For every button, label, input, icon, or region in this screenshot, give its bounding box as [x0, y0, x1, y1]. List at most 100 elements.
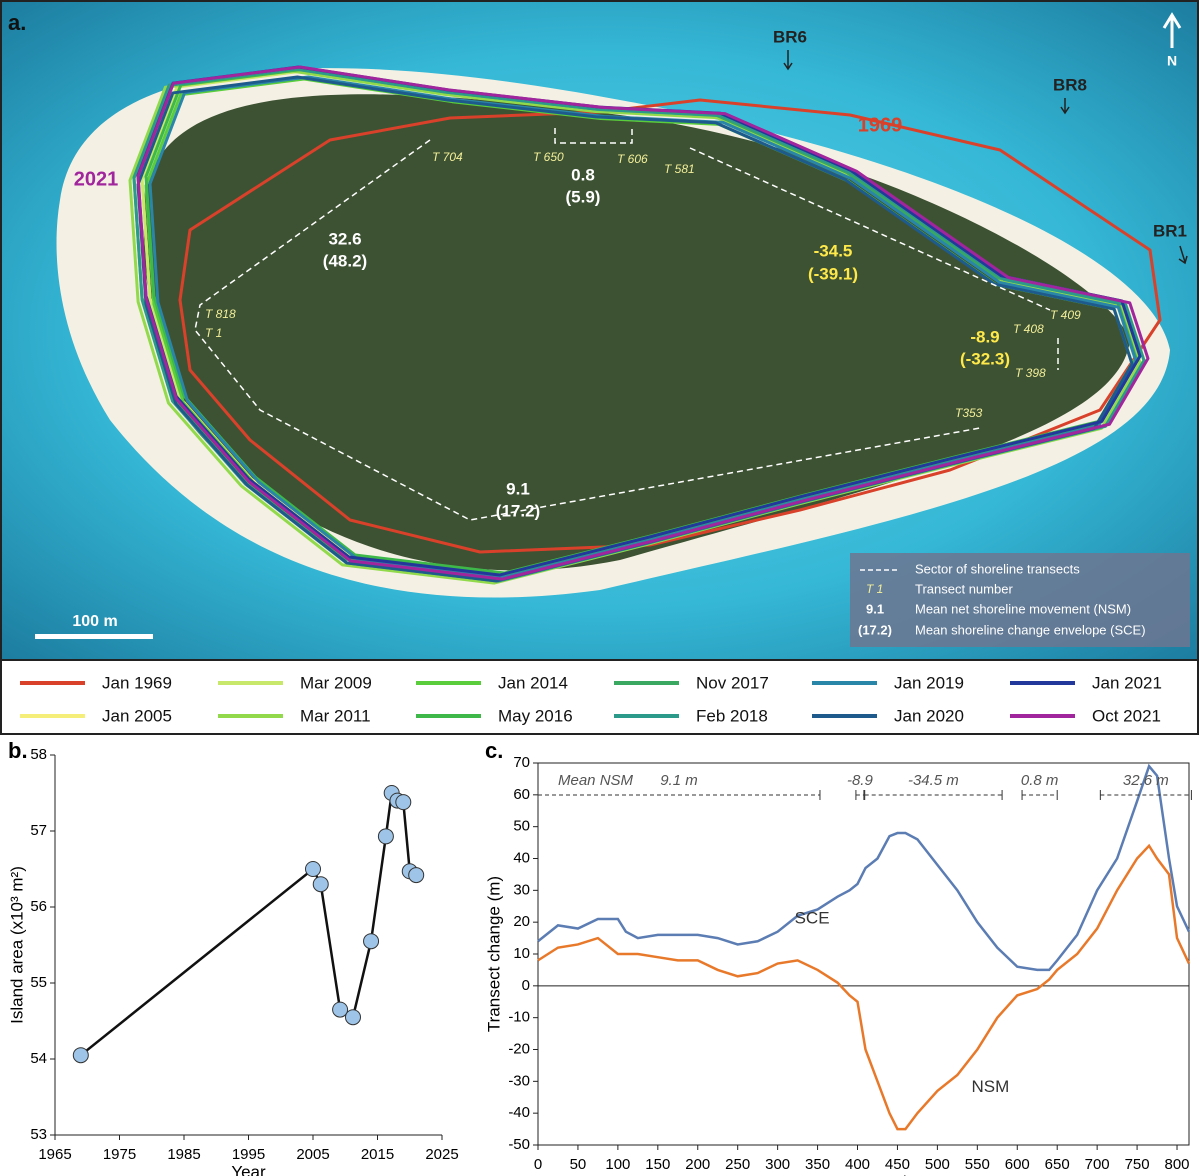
data-point: [312, 876, 329, 893]
sector-label: 0.8 m: [1021, 772, 1059, 789]
transect-label: T 606: [617, 152, 648, 166]
y-tick-label: 30: [513, 881, 530, 898]
transect-label: T 1: [205, 326, 222, 340]
x-tick-label: 450: [885, 1156, 910, 1173]
y-tick-label: 20: [513, 913, 530, 930]
transect-label: T 408: [1013, 322, 1044, 336]
y-tick-label: -40: [508, 1104, 530, 1121]
y-tick-label: 57: [30, 822, 47, 839]
reef-label: BR8: [1053, 75, 1087, 94]
annotation-title: Mean NSM: [558, 772, 634, 789]
sce-value: (-39.1): [808, 264, 858, 283]
y-tick-label: 50: [513, 818, 530, 835]
data-point: [408, 867, 425, 884]
y-tick-label: -10: [508, 1009, 530, 1026]
nsm-value: -34.5: [814, 241, 853, 260]
transect-label: T 398: [1015, 366, 1046, 380]
x-tick-label: 750: [1125, 1156, 1150, 1173]
reef-arrows: [783, 50, 1188, 265]
x-tick-label: 0: [534, 1156, 542, 1173]
x-axis-title: Transect number: [800, 1172, 928, 1176]
legend-label: Mar 2009: [300, 673, 372, 692]
y-tick-label: 70: [513, 754, 530, 771]
sce-value: (17.2): [496, 501, 540, 520]
x-tick-label: 50: [570, 1156, 587, 1173]
legend-label: May 2016: [498, 706, 573, 725]
transect-label: T353: [955, 406, 983, 420]
y-tick-label: 55: [30, 974, 47, 991]
shoreline: [136, 65, 1150, 581]
transect-label: T 704: [432, 150, 463, 164]
key-box: [850, 553, 1190, 647]
legend-label: Oct 2021: [1092, 706, 1161, 725]
legend-label: Mar 2011: [300, 706, 371, 725]
shoreline: [128, 69, 1142, 585]
north-arrow: [1162, 12, 1182, 48]
key-symbol: (17.2): [858, 622, 892, 637]
island-vegetation: [143, 94, 1131, 571]
data-point: [395, 794, 412, 811]
x-tick-label: 100: [605, 1156, 630, 1173]
x-tick-label: 500: [925, 1156, 950, 1173]
legend-label: Jan 2019: [894, 673, 964, 692]
x-tick-label: 150: [645, 1156, 670, 1173]
data-point: [305, 861, 321, 877]
sce-value: (5.9): [566, 187, 601, 206]
x-tick-label: 800: [1165, 1156, 1190, 1173]
x-tick-label: 1995: [232, 1146, 265, 1163]
x-tick-label: 350: [805, 1156, 830, 1173]
y-tick-label: -30: [508, 1072, 530, 1089]
x-tick-label: 2015: [361, 1146, 394, 1163]
data-point: [377, 828, 394, 845]
panel-label: a.: [8, 10, 26, 35]
x-tick-label: 700: [1085, 1156, 1110, 1173]
sector-lines: [194, 128, 1059, 521]
series-line: [80, 789, 417, 1057]
x-tick-label: 1975: [103, 1146, 136, 1163]
y-axis-title: Transect change (m): [484, 876, 503, 1032]
x-tick-label: 400: [845, 1156, 870, 1173]
scale-label: 100 m: [72, 613, 117, 630]
reef-label: BR1: [1153, 221, 1187, 240]
y-tick-label: -50: [508, 1136, 530, 1153]
y-tick-label: 56: [30, 898, 47, 915]
key-text: Transect number: [915, 581, 1013, 596]
data-point: [72, 1047, 89, 1064]
legend-label: Jan 2014: [498, 673, 568, 692]
y-tick-label: 58: [30, 746, 47, 763]
map-panel: a. BR6 BR8 BR1 N 1969 2021 100 m T 704 T…: [0, 0, 1199, 661]
x-tick-label: 600: [1005, 1156, 1030, 1173]
year-label: 1969: [858, 114, 903, 136]
key-text: Mean net shoreline movement (NSM): [915, 601, 1131, 616]
legend-label: Feb 2018: [696, 706, 768, 725]
x-tick-label: 2005: [296, 1146, 329, 1163]
series-label: NSM: [971, 1077, 1009, 1096]
panel-label: b.: [8, 738, 28, 763]
legend-label: Jan 1969: [102, 673, 172, 692]
y-tick-label: 60: [513, 786, 530, 803]
x-tick-label: 650: [1045, 1156, 1070, 1173]
year-label: 2021: [74, 168, 119, 190]
y-axis-title: Island area (x10³ m²): [7, 866, 26, 1024]
nsm-value: -8.9: [970, 327, 999, 346]
y-tick-label: 53: [30, 1126, 47, 1143]
key-symbol: T 1: [866, 582, 883, 596]
reef-label: BR6: [773, 27, 807, 46]
transect-label: T 581: [664, 162, 695, 176]
x-tick-label: 300: [765, 1156, 790, 1173]
data-point: [363, 933, 380, 950]
y-tick-label: 10: [513, 945, 530, 962]
y-tick-label: 40: [513, 849, 530, 866]
legend-label: Jan 2005: [102, 706, 172, 725]
x-tick-label: 200: [685, 1156, 710, 1173]
legend-label: Jan 2020: [894, 706, 964, 725]
nsm-value: 32.6: [328, 229, 361, 248]
sce-value: (-32.3): [960, 349, 1010, 368]
shoreline: [136, 75, 1134, 583]
x-tick-label: 1985: [167, 1146, 200, 1163]
panel-label: c.: [485, 738, 503, 763]
x-tick-label: 1965: [38, 1146, 71, 1163]
shorelines: [128, 65, 1162, 585]
sce-value: (48.2): [323, 251, 367, 270]
